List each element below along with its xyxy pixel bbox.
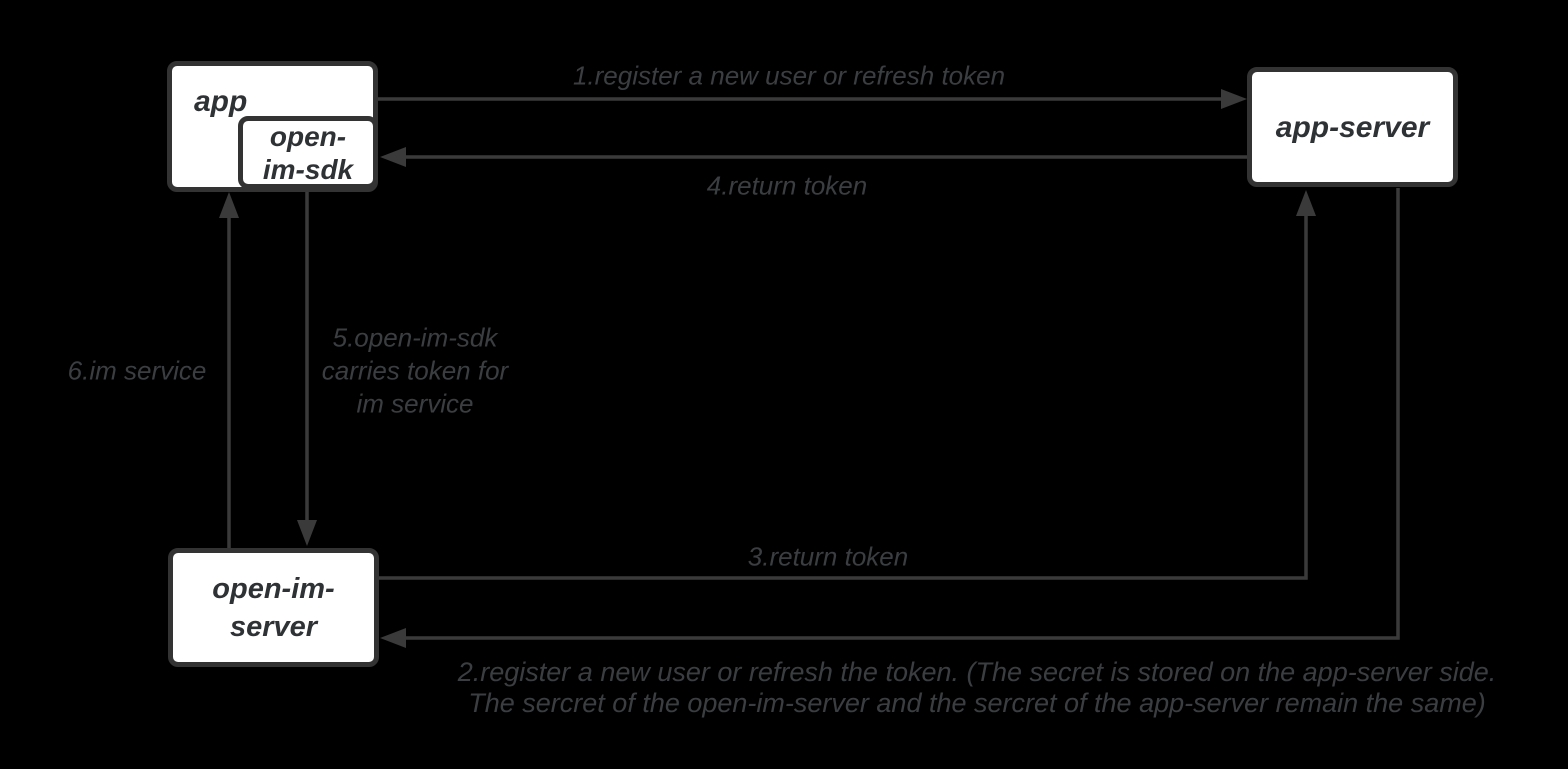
arrow-5-carries-token [297,189,317,546]
arrow-2-label: 2.register a new user or refresh the tok… [458,657,1497,719]
node-open-im-sdk-label-line2: im-sdk [262,153,354,185]
node-open-im-sdk-label-line1: open- [269,120,347,152]
arrow-6-im-service [219,192,239,548]
arrow-3-line [378,214,1308,580]
arrow-2-register [380,188,1400,648]
node-open-im-server-label-line2: server [229,610,318,643]
node-open-im-sdk: open- im-sdk [238,116,378,189]
arrow-2-label-line1: 2.register a new user or refresh the tok… [457,657,1497,687]
node-app-server-label: app-server [1275,110,1430,144]
arrow-5-head-icon [297,520,317,546]
node-app-server: app-server [1247,67,1458,187]
arrow-5-label-line3: im service [356,388,474,419]
arrow-3-return-token [378,190,1316,580]
arrow-1-register [378,89,1247,109]
arrow-5-label-line2: carries token for [321,355,509,386]
arrow-6-head-icon [219,192,239,218]
node-open-im-server: open-im- server [168,548,379,667]
node-open-im-server-label: open-im- server [212,570,334,646]
node-app-label: app [194,85,248,118]
arrow-1-label: 1.register a new user or refresh token [572,60,1006,91]
arrow-2-head-icon [380,628,406,648]
arrow-1-head-icon [1221,89,1247,109]
arrow-5-label: 5.open-im-sdk carries token for im servi… [322,322,508,421]
arrow-2-label-line2: The sercret of the open-im-server and th… [468,688,1486,718]
node-open-im-sdk-label: open- im-sdk [263,120,353,186]
arrow-3-head-icon [1296,190,1316,216]
arrow-3-label: 3.return token [747,541,909,572]
arrow-5-label-line1: 5.open-im-sdk [332,322,498,353]
arrow-4-head-icon [380,147,406,167]
node-open-im-server-label-line1: open-im- [212,572,335,605]
arrow-4-label: 4.return token [706,170,868,201]
arrow-4-return-token [380,147,1247,167]
arrow-6-label: 6.im service [67,355,207,386]
arrow-2-line [404,188,1400,640]
